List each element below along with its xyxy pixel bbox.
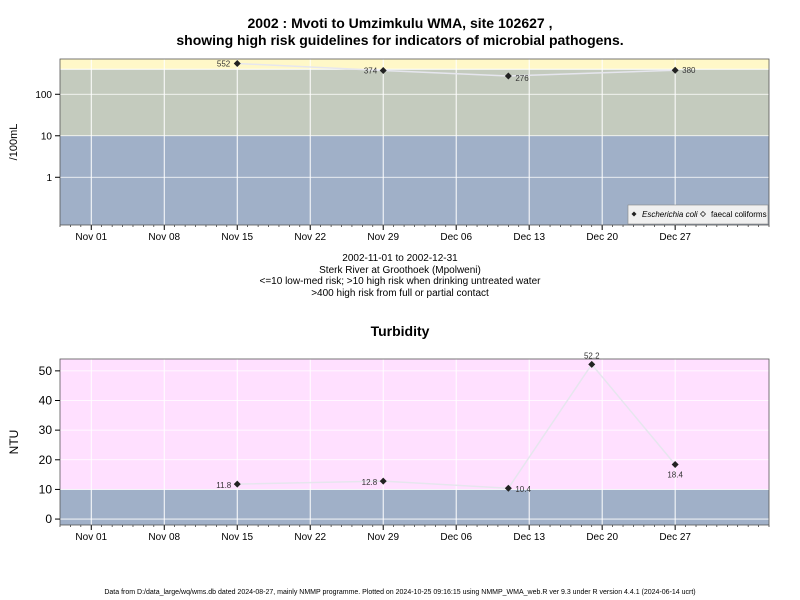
turbidity-data-label: 52.2	[584, 351, 600, 360]
ecoli-line	[237, 62, 676, 77]
turbidity-data-label: 18.4	[667, 471, 683, 480]
y-tick-label: 10	[41, 131, 53, 142]
medium-risk-band	[60, 69, 769, 136]
turbidity-point	[588, 360, 596, 368]
y-tick-label: 100	[35, 90, 52, 101]
y-tick-label: 10	[39, 482, 53, 496]
plot-frame	[59, 58, 770, 226]
x-tick-label: Dec 20	[586, 532, 618, 543]
turbidity-data-label: 10.4	[515, 485, 531, 494]
x-tick-label: Nov 15	[221, 232, 253, 243]
ecoli-point	[671, 66, 679, 74]
ecoli-point	[379, 67, 387, 75]
x-tick-label: Nov 29	[367, 232, 399, 243]
x-tick-label: Dec 06	[440, 532, 472, 543]
ecoli-point	[233, 59, 241, 67]
turbidity-chart: Nov 01 Nov 08 Nov 15 Nov 22 Nov 29 Dec 06 Dec …	[7, 351, 770, 543]
legend-faecal-label: faecal coliforms	[711, 210, 767, 219]
turbidity-title: Turbidity	[370, 323, 430, 339]
x-tick-label: Nov 29	[367, 532, 399, 543]
y-tick-label: 20	[39, 453, 53, 467]
y-tick-label: 1	[46, 173, 52, 184]
y-axis-label: NTU	[7, 430, 21, 455]
x-tick-label: Dec 13	[513, 532, 545, 543]
y-tick-label: 30	[39, 423, 53, 437]
site-name-text: Sterk River at Groothoek (Mpolweni)	[319, 264, 481, 276]
ecoli-data-label: 380	[682, 66, 696, 75]
turbidity-point	[379, 477, 387, 485]
turbidity-point	[671, 461, 679, 469]
x-tick-label: Dec 13	[513, 232, 545, 243]
legend-faecal-symbol	[699, 210, 707, 218]
x-tick-label: Nov 01	[75, 532, 107, 543]
plot-frame	[59, 358, 770, 526]
x-tick-label: Nov 22	[294, 532, 326, 543]
ecoli-chart: Nov 01 Nov 08 Nov 15 Nov 22 Nov 29 Dec 06 Dec …	[8, 58, 770, 243]
high-risk-band	[60, 59, 769, 70]
legend-ecoli-symbol	[631, 211, 637, 217]
y-tick-label: 0	[45, 512, 52, 526]
legend-box	[627, 204, 769, 225]
ecoli-point	[504, 72, 512, 80]
date-range-text: 2002-11-01 to 2002-12-31	[342, 253, 458, 264]
high-turbidity-band	[60, 359, 769, 490]
turbidity-point	[233, 480, 241, 488]
x-tick-label: Nov 08	[148, 532, 180, 543]
ecoli-data-label: 276	[515, 74, 529, 83]
risk-note-contact: >400 high risk from full or partial cont…	[311, 287, 489, 299]
y-axis-label: /100mL	[8, 124, 20, 161]
chart1-title-line1: 2002 : Mvoti to Umzimkulu WMA, site 1026…	[247, 15, 553, 31]
risk-note-drinking: <=10 low-med risk; >10 high risk when dr…	[259, 276, 541, 287]
y-tick-label: 40	[39, 394, 53, 408]
ecoli-data-label: 374	[364, 67, 378, 76]
x-tick-label: Dec 27	[659, 232, 691, 243]
turbidity-point	[504, 484, 512, 492]
low-turbidity-band	[60, 489, 769, 525]
footer-note: Data from D:/data_large/wq/wms.db dated …	[104, 589, 696, 596]
turbidity-data-label: 12.8	[362, 478, 378, 487]
x-tick-label: Dec 06	[440, 232, 472, 243]
legend-ecoli-label: Escherichia coli	[642, 210, 698, 219]
x-tick-label: Nov 15	[221, 532, 253, 543]
x-tick-label: Dec 27	[659, 532, 691, 543]
ecoli-data-label: 552	[217, 59, 231, 68]
x-tick-label: Nov 01	[75, 232, 107, 243]
turbidity-data-label: 11.8	[216, 481, 232, 490]
x-tick-label: Dec 20	[586, 232, 618, 243]
x-tick-label: Nov 08	[148, 232, 180, 243]
x-tick-label: Nov 22	[294, 232, 326, 243]
y-tick-label: 50	[39, 364, 53, 378]
chart1-title-line2: showing high risk guidelines for indicat…	[176, 32, 624, 48]
